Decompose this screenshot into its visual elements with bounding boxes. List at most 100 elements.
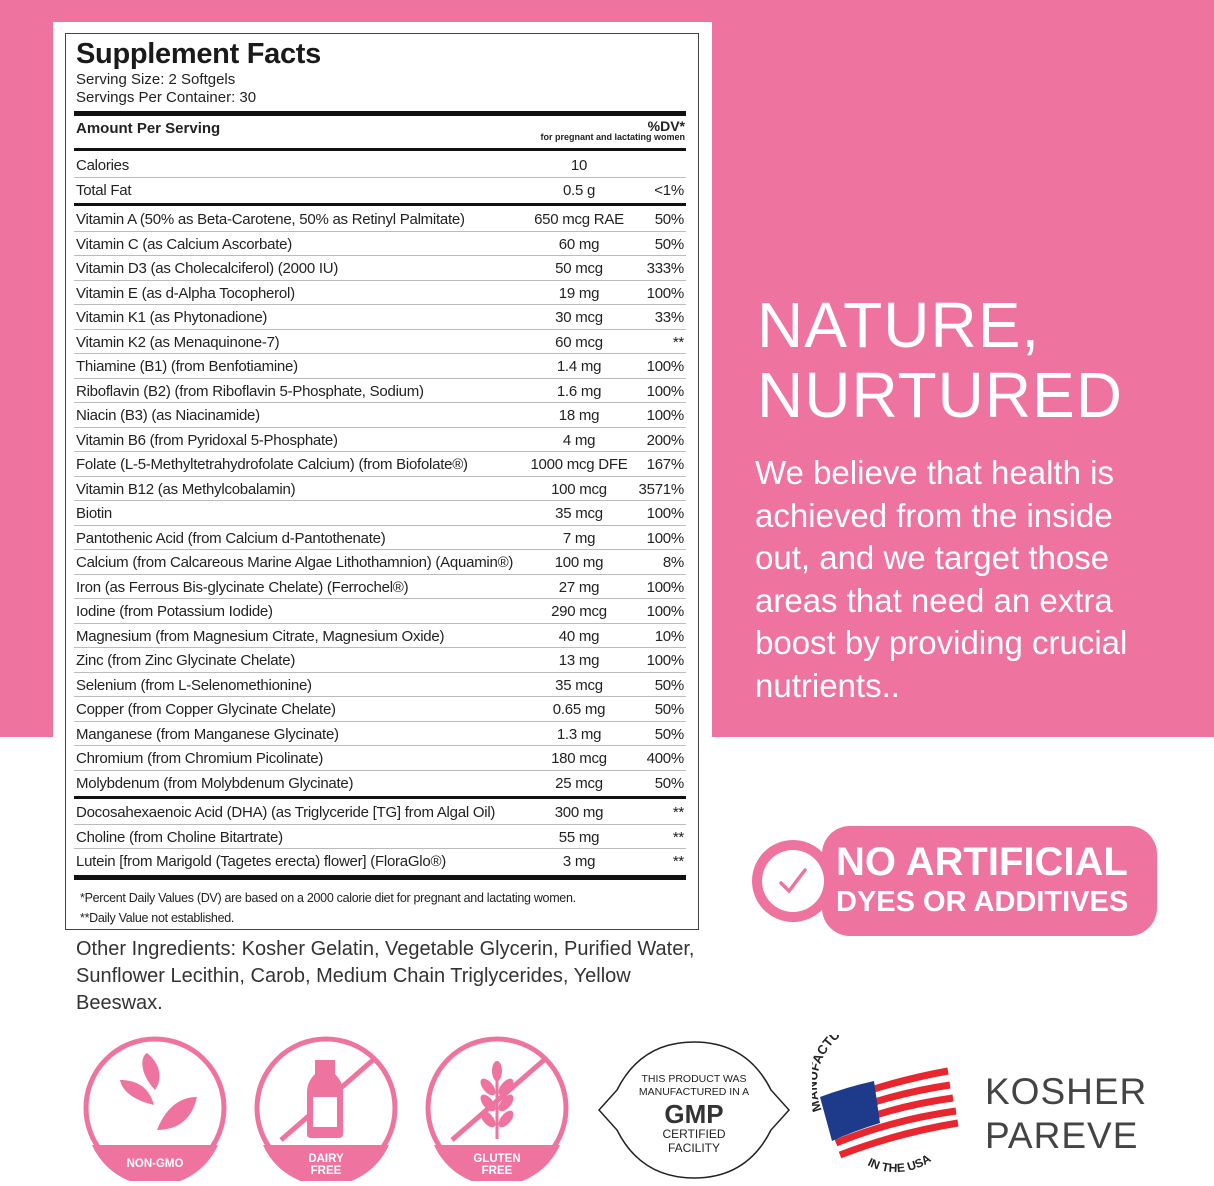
nutrient-dv: 3571%: [638, 480, 685, 498]
nutrient-amount: 300 mg: [554, 804, 604, 821]
nutrient-dv: 33%: [654, 309, 685, 326]
nutrient-name: Lutein [from Marigold (Tagetes erecta) f…: [76, 853, 447, 870]
servings-per-container: Servings Per Container: 30: [76, 89, 257, 106]
other-ingredients: Other Ingredients: Kosher Gelatin, Veget…: [76, 936, 696, 1017]
nutrient-dv: 50%: [654, 725, 685, 743]
facts-title: Supplement Facts: [76, 38, 321, 70]
nutrient-amount: 27 mg: [558, 578, 600, 596]
nutrient-amount: 0.65 mg: [552, 701, 606, 718]
nutrient-amount: 1.6 mg: [556, 382, 602, 400]
amount-header: Amount Per Serving: [76, 120, 221, 137]
divider: [74, 874, 686, 880]
nutrient-name: Copper (from Copper Glycinate Chelate): [76, 701, 336, 718]
nutrient-dv: 100%: [646, 505, 685, 522]
nutrient-amount: 4 mg: [562, 431, 596, 449]
nutrient-amount: 0.5 g: [562, 181, 596, 199]
wheat-icon: [424, 1035, 570, 1186]
gmp-line3: CERTIFIED: [662, 1127, 725, 1141]
dv-header: %DV* for pregnant and lactating women: [540, 118, 685, 142]
footnote-not-established: **Daily Value not established.: [80, 911, 235, 925]
us-flag-icon: [820, 1060, 960, 1163]
nutrient-row: Zinc (from Zinc Glycinate Chelate) 13 mg 1…: [74, 648, 686, 673]
nutrient-amount: 7 mg: [562, 529, 596, 547]
icon-label: GLUTEN FREE: [424, 1153, 570, 1177]
nutrient-dv: 50%: [654, 235, 685, 253]
nutrient-row: Pantothenic Acid (from Calcium d-Pantoth…: [74, 526, 686, 550]
milk-bottle-icon: [253, 1035, 399, 1186]
nutrient-name: Niacin (B3) (as Niacinamide): [76, 407, 260, 424]
nutrient-row: Folate (L-5-Methyltetrahydrofolate Calci…: [74, 452, 686, 477]
nutrient-dv: 100%: [646, 578, 685, 596]
nutrient-name: Chromium (from Chromium Picolinate): [76, 750, 324, 767]
svg-text:IN THE USA: IN THE USA: [866, 1151, 934, 1175]
nutrient-name: Calories: [76, 157, 130, 174]
nutrient-amount: 1.4 mg: [556, 358, 602, 375]
nutrient-row: Vitamin D3 (as Cholecalciferol) (2000 IU…: [74, 256, 686, 281]
check-icon: [752, 840, 834, 922]
icon-label: NON-GMO: [82, 1158, 228, 1170]
divider: [74, 111, 686, 116]
nutrient-amount: 18 mg: [558, 407, 600, 424]
nutrient-dv: 50%: [654, 676, 685, 694]
nutrient-name: Vitamin B12 (as Methylcobalamin): [76, 480, 296, 498]
nutrient-row: Copper (from Copper Glycinate Chelate) 0.…: [74, 697, 686, 722]
nutrient-amount: 180 mcg: [551, 750, 607, 767]
nutrient-row: Choline (from Choline Bitartrate) 55 mg **: [74, 825, 686, 849]
nutrient-dv: 167%: [646, 456, 685, 473]
nutrient-amount: 10: [570, 157, 588, 174]
nutrient-name: Iodine (from Potassium Iodide): [76, 603, 273, 620]
nutrient-dv: **: [672, 333, 684, 351]
nutrient-name: Biotin: [76, 505, 113, 522]
made-in-usa-seal: MANUFACTURED IN THE USA: [805, 1012, 972, 1185]
nutrient-name: Riboflavin (B2) (from Riboflavin 5-Phosp…: [76, 382, 424, 400]
leaf-icon: [82, 1035, 228, 1186]
nutrient-row: Chromium (from Chromium Picolinate) 180 m…: [74, 746, 686, 771]
nutrient-dv: 100%: [646, 284, 685, 302]
nutrient-row: Biotin 35 mcg 100%: [74, 501, 686, 526]
nutrient-row: Niacin (B3) (as Niacinamide) 18 mg 100%: [74, 403, 686, 428]
nutrient-row: Molybdenum (from Molybdenum Glycinate) 25…: [74, 771, 686, 796]
nutrient-dv: 50%: [654, 774, 685, 792]
footnote-dv: *Percent Daily Values (DV) are based on …: [80, 891, 576, 905]
nutrient-dv: 50%: [654, 211, 685, 228]
kosher-pareve: KOSHER PAREVE: [985, 1070, 1147, 1158]
nutrient-row: Manganese (from Manganese Glycinate) 1.3 …: [74, 722, 686, 746]
other-ingredients-text: Kosher Gelatin, Vegetable Glycerin, Puri…: [76, 938, 695, 1014]
nutrient-dv: **: [672, 804, 684, 821]
nutrient-dv: 333%: [646, 260, 685, 277]
nutrient-dv: **: [672, 828, 684, 846]
nutrient-dv: 100%: [646, 652, 685, 669]
icon-label-line: GLUTEN: [473, 1153, 521, 1165]
nutrient-name: Pantothenic Acid (from Calcium d-Pantoth…: [76, 529, 386, 547]
nutrient-name: Folate (L-5-Methyltetrahydrofolate Calci…: [76, 456, 468, 473]
nutrient-amount: 25 mcg: [555, 774, 603, 792]
nutrient-name: Molybdenum (from Molybdenum Glycinate): [76, 774, 354, 792]
nutrient-amount: 100 mcg: [551, 480, 607, 498]
nutrient-row: Vitamin B12 (as Methylcobalamin) 100 mcg 3…: [74, 477, 686, 501]
nutrient-dv: <1%: [654, 181, 684, 199]
nutrient-name: Choline (from Choline Bitartrate): [76, 828, 283, 846]
gmp-line2: MANUFACTURED IN A: [639, 1086, 749, 1098]
nutrient-amount: 60 mcg: [555, 333, 603, 351]
nutrient-row: Iron (as Ferrous Bis-glycinate Chelate) …: [74, 575, 686, 599]
nutrient-row: Vitamin A (50% as Beta-Carotene, 50% as …: [74, 207, 686, 232]
nutrient-amount: 50 mcg: [555, 260, 603, 277]
icon-label-line: FREE: [310, 1165, 342, 1177]
nutrient-row: Calories 10: [74, 153, 686, 178]
gmp-big: GMP: [664, 1099, 723, 1129]
nutrient-dv: 200%: [646, 431, 685, 449]
nutrient-name: Vitamin K1 (as Phytonadione): [76, 309, 268, 326]
gmp-certified-seal: THIS PRODUCT WAS MANUFACTURED IN A GMP C…: [597, 1040, 791, 1185]
nutrient-dv: 50%: [654, 701, 685, 718]
nutrient-name: Selenium (from L-Selenomethionine): [76, 676, 312, 694]
nutrient-amount: 60 mg: [558, 235, 600, 253]
nutrient-name: Iron (as Ferrous Bis-glycinate Chelate) …: [76, 578, 409, 596]
dv-label: %DV*: [647, 118, 685, 134]
nutrient-row: Selenium (from L-Selenomethionine) 35 mcg…: [74, 673, 686, 697]
nutrient-row: Vitamin K1 (as Phytonadione) 30 mcg 33%: [74, 305, 686, 330]
nutrient-row: Lutein [from Marigold (Tagetes erecta) f…: [74, 849, 686, 874]
kosher-line2: PAREVE: [985, 1115, 1139, 1156]
nutrient-amount: 650 mcg RAE: [534, 211, 624, 228]
headline-line2: NURTURED: [757, 359, 1123, 431]
nutrient-name: Vitamin E (as d-Alpha Tocopherol): [76, 284, 295, 302]
